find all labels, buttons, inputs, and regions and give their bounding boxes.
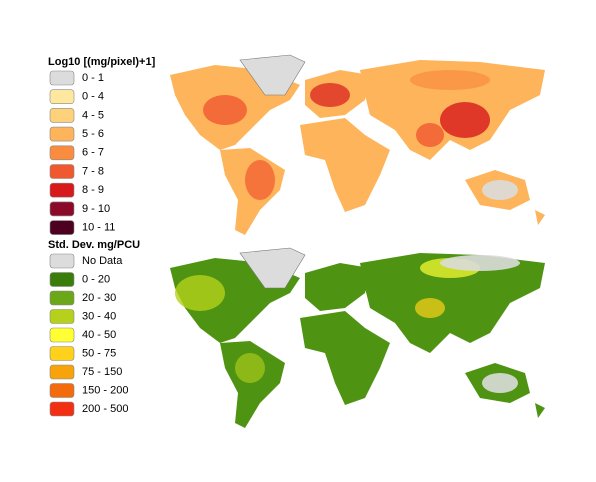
legend-swatch [49,126,75,142]
legend-swatch [49,164,75,179]
legend-swatch [49,290,75,306]
legend-label: 200 - 500 [82,403,128,415]
legend-swatch [49,220,75,235]
legend-label: 7 - 8 [82,165,104,177]
legend-label: 9 - 10 [82,203,110,215]
legend-label: 20 - 30 [82,292,116,304]
legend-swatch [49,182,75,198]
legend-title: Log10 [(mg/pixel)+1] [48,56,156,68]
legend-label: 4 - 5 [82,109,104,121]
legend-swatch [49,309,75,324]
legend-swatch [49,272,75,287]
legend-label: 150 - 200 [82,384,128,396]
legend-swatch [49,364,75,380]
legend-label: 0 - 4 [82,91,104,103]
legend-swatch [49,89,75,104]
legend-swatch [49,201,75,217]
legend-title: Std. Dev. mg/PCU [48,239,140,251]
legend-label: 10 - 11 [82,222,115,234]
legend-label: 40 - 50 [82,329,116,341]
legend-label: 6 - 7 [82,147,104,159]
legend-label: 0 - 20 [82,273,110,285]
emissions-map [170,54,545,235]
legend-label: 5 - 6 [82,128,104,140]
legend-label: 75 - 150 [82,366,122,378]
legend-swatch [49,253,75,269]
legend-swatch [49,108,75,123]
std-dev-map [170,247,545,428]
legend-swatch [49,346,75,361]
legend-swatch [49,70,75,86]
legend-label: 50 - 75 [82,347,116,359]
legend-label: No Data [82,255,123,267]
legend-swatch [49,145,75,161]
legend-swatch [49,383,75,398]
legend-label: 30 - 40 [82,310,116,322]
legend-label: 0 - 1 [82,72,104,84]
legend-swatch [49,401,75,417]
legend-label: 8 - 9 [82,184,104,196]
legend-swatch [49,327,75,343]
